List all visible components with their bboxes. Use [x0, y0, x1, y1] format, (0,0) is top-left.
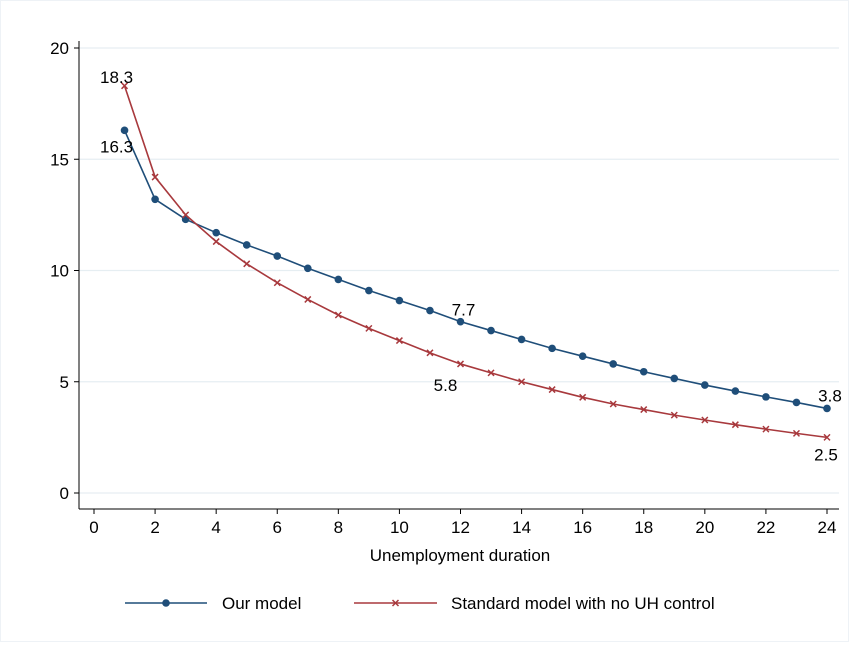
x-tick-label: 6 — [273, 518, 282, 537]
data-label: 16.3 — [100, 137, 133, 156]
data-point — [395, 296, 404, 305]
x-tick-label: 16 — [573, 518, 592, 537]
data-point — [243, 260, 251, 268]
value-labels: 16.3 7.7 3.8 18.3 5.8 2.5 — [100, 68, 842, 465]
legend-marker — [391, 599, 400, 607]
data-point — [701, 416, 709, 424]
data-label: 3.8 — [818, 386, 842, 405]
data-label: 2.5 — [814, 445, 838, 464]
data-point — [640, 406, 648, 414]
y-tick-label: 10 — [50, 262, 69, 281]
data-point — [639, 367, 648, 376]
data-point — [334, 275, 343, 284]
x-tick-label: 12 — [451, 518, 470, 537]
data-point — [792, 429, 800, 437]
data-point — [151, 173, 159, 181]
data-point — [365, 324, 373, 332]
data-point — [762, 393, 770, 401]
data-point — [456, 317, 465, 326]
data-point — [426, 306, 434, 315]
data-point — [548, 386, 556, 394]
data-point — [334, 311, 342, 319]
data-point — [579, 393, 587, 401]
data-point — [670, 411, 678, 419]
data-point — [823, 433, 831, 441]
data-point — [731, 387, 740, 395]
data-point — [426, 349, 434, 357]
data-point — [395, 337, 403, 345]
y-tick-label: 0 — [60, 484, 69, 503]
data-point — [548, 344, 556, 353]
data-point — [609, 360, 618, 368]
legend-label: Our model — [222, 594, 301, 613]
legend-marker — [162, 599, 170, 607]
data-point — [212, 238, 220, 246]
data-point — [609, 400, 617, 408]
data-point — [578, 352, 587, 360]
x-tick-label: 14 — [512, 518, 531, 537]
x-tick-label: 20 — [695, 518, 714, 537]
legend: Our model Standard model with no UH contr… — [125, 594, 715, 613]
x-tick-label: 22 — [756, 518, 775, 537]
x-tick-label: 2 — [150, 518, 159, 537]
data-label: 7.7 — [452, 301, 476, 320]
data-label: 5.8 — [434, 376, 458, 395]
data-point — [487, 369, 495, 377]
x-tick-label: 24 — [818, 518, 837, 537]
data-point — [701, 381, 709, 389]
data-point — [518, 378, 526, 386]
data-point — [151, 195, 159, 204]
x-tick-label: 0 — [89, 518, 98, 537]
data-point — [762, 425, 770, 433]
legend-label: Standard model with no UH control — [451, 594, 715, 613]
data-point — [304, 295, 312, 303]
y-tick-label: 5 — [60, 373, 69, 392]
x-tick-label: 8 — [334, 518, 343, 537]
x-tick-label: 4 — [211, 518, 220, 537]
data-point — [792, 398, 801, 407]
data-point — [670, 374, 679, 383]
y-tick-label: 15 — [50, 150, 69, 169]
data-label: 18.3 — [100, 68, 133, 87]
series-group — [120, 82, 831, 441]
data-point — [456, 360, 465, 368]
data-point — [517, 335, 526, 344]
data-point — [121, 82, 129, 90]
data-point — [120, 126, 129, 135]
x-axis-title: Unemployment duration — [370, 546, 550, 565]
x-tick-label: 10 — [390, 518, 409, 537]
series-line-standard-model — [123, 85, 828, 439]
data-point — [823, 404, 831, 413]
series-line-our-model — [123, 130, 828, 410]
y-tick-label: 20 — [50, 39, 69, 58]
data-point — [365, 286, 373, 295]
data-point — [273, 279, 281, 287]
data-point — [731, 421, 739, 429]
data-point — [303, 264, 312, 273]
data-point — [212, 228, 220, 237]
data-point — [487, 326, 495, 335]
gridlines — [79, 47, 839, 494]
data-point — [242, 241, 251, 249]
data-point — [273, 252, 282, 260]
x-tick-label: 18 — [634, 518, 653, 537]
data-point — [182, 211, 190, 219]
